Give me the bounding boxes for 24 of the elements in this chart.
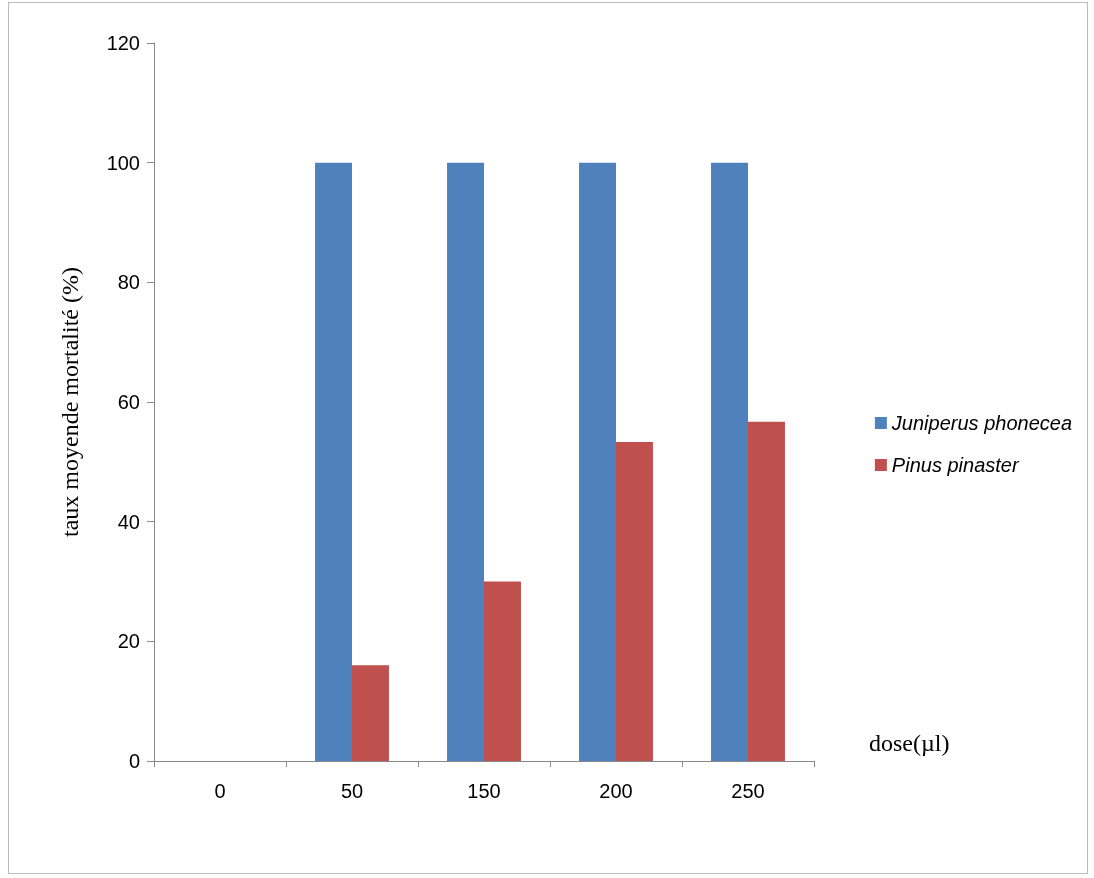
y-axis-title: taux moyende mortalité (%)	[57, 267, 83, 537]
bar	[711, 162, 748, 761]
x-tick-label: 0	[214, 780, 226, 802]
y-tick-label: 40	[117, 510, 140, 533]
bar	[579, 162, 616, 761]
x-tick-label: 150	[467, 780, 501, 802]
x-tick-label: 200	[599, 780, 633, 802]
legend-label: Juniperus phonecea	[890, 412, 1072, 434]
y-tick-label: 80	[117, 271, 140, 294]
y-tick-label: 100	[106, 151, 140, 174]
bar	[352, 665, 389, 761]
y-tick-label: 60	[117, 391, 140, 413]
bar	[447, 162, 484, 761]
bar	[616, 442, 653, 761]
x-tick-label: 50	[340, 780, 364, 802]
legend-label: Pinus pinaster	[891, 454, 1020, 476]
x-axis-title: dose(µl)	[869, 730, 950, 756]
bar	[484, 581, 521, 761]
y-tick-label: 0	[128, 750, 140, 772]
y-tick-label: 20	[117, 630, 140, 653]
bar	[748, 421, 785, 761]
y-tick-label: 120	[106, 32, 140, 54]
x-tick-label: 250	[731, 780, 765, 802]
bar	[315, 162, 352, 761]
